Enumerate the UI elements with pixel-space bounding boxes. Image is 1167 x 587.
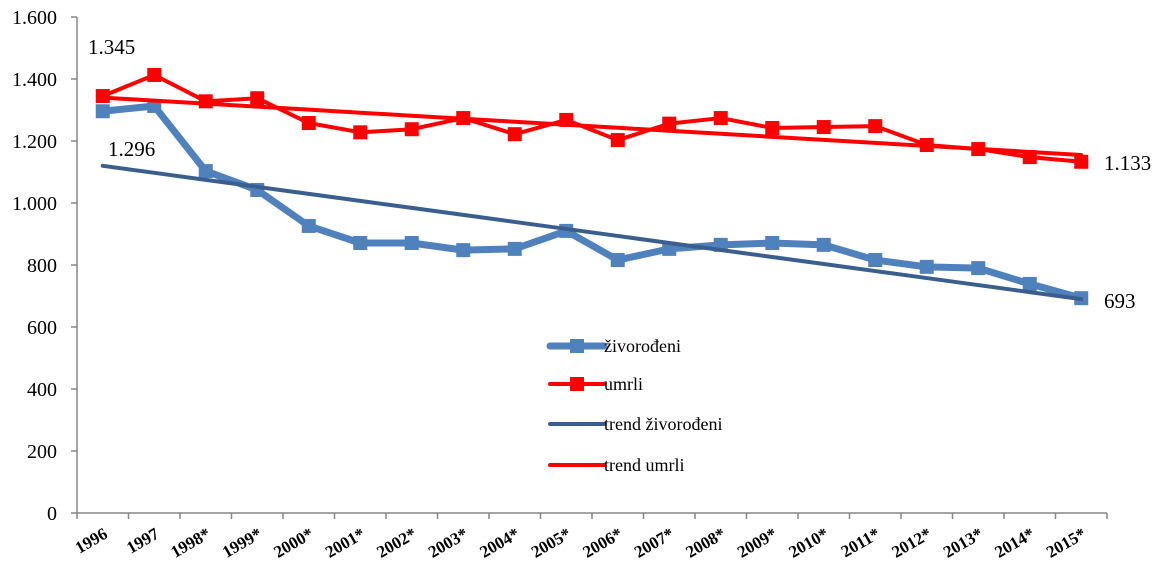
data-point-marker [147,67,162,82]
x-tick-label: 2007* [631,524,677,562]
series-line-trend-umrli [100,95,1084,157]
x-tick-label: 2010* [785,524,831,562]
data-point-marker [404,122,419,137]
x-tick-label: 1997 [123,524,162,558]
y-tick-label: 1.200 [12,131,57,153]
data-point-marker [971,261,986,276]
data-point-marker [456,243,471,258]
series-line-trend-zivorodjeni [100,163,1084,302]
x-tick-label: 2006* [579,524,625,562]
data-point-marker [353,125,368,140]
y-tick-label: 1.000 [12,193,57,215]
y-tick-label: 0 [47,503,57,525]
data-point-marker [765,235,780,250]
x-tick-label: 1999* [219,524,265,562]
axes: 0 200 400 600 800 1.000 1.200 1.400 1.600 1996 199… [12,7,1108,562]
legend-label: živorođeni [604,336,681,356]
data-point-marker [919,259,934,274]
data-label: 1.133 [1104,151,1151,175]
data-point-marker [662,116,677,131]
x-tick-label: 1998* [167,524,213,562]
x-tick-label: 2001* [322,524,368,562]
y-tick-label: 200 [27,441,57,463]
x-tick-label: 2011* [838,524,883,561]
y-tick-label: 600 [27,317,57,339]
data-point-marker [404,235,419,250]
data-point-marker [301,218,316,233]
x-tick-label: 2005* [528,524,574,562]
data-point-marker [868,119,883,134]
x-tick-label: 2009* [734,524,780,562]
data-label: 1.345 [88,35,135,59]
data-point-marker [507,241,522,256]
series-layer [95,67,1089,306]
data-point-marker [765,120,780,135]
data-point-marker [1022,276,1037,291]
y-tick-label: 800 [27,255,57,277]
x-tick-label: 2015* [1043,524,1089,562]
data-label: 693 [1104,289,1136,313]
data-point-marker [353,235,368,250]
legend: živorođeni umrli trend živorođeni trend umr… [546,336,722,475]
data-point-marker [1074,154,1089,169]
legend-swatch-marker [570,339,584,353]
legend-label: trend umrli [604,455,684,475]
y-tick-label: 400 [27,379,57,401]
data-point-marker [198,94,213,109]
data-point-marker [816,237,831,252]
x-tick-label: 2003* [425,524,471,562]
data-point-marker [610,133,625,148]
data-point-marker [816,120,831,135]
legend-label: trend živorođeni [604,414,722,434]
data-point-marker [95,104,110,119]
data-point-marker [868,253,883,268]
x-tick-label: 2000* [270,524,316,562]
data-point-marker [198,164,213,179]
legend-swatch-marker [570,377,584,391]
series-line-umrli [100,72,1084,164]
x-tick-label: 2013* [940,524,986,562]
x-tick-label: 2002* [373,524,419,562]
data-point-marker [610,253,625,268]
x-tick-label: 2012* [888,524,934,562]
x-tick-label: 2014* [991,524,1037,562]
series-line-zivorodjeni [99,102,1085,302]
y-tick-label: 1.600 [12,7,57,29]
data-point-marker [301,116,316,131]
data-point-marker [713,111,728,126]
data-point-marker [507,127,522,142]
data-labels: 1.345 1.296 1.133 693 [88,35,1151,313]
x-tick-label: 2004* [476,524,522,562]
x-tick-label: 1996 [72,524,111,557]
data-point-marker [250,91,265,106]
y-tick-label: 1.400 [12,69,57,91]
x-tick-label: 2008* [682,524,728,562]
data-label: 1.296 [108,137,155,161]
legend-label: umrli [604,374,643,394]
